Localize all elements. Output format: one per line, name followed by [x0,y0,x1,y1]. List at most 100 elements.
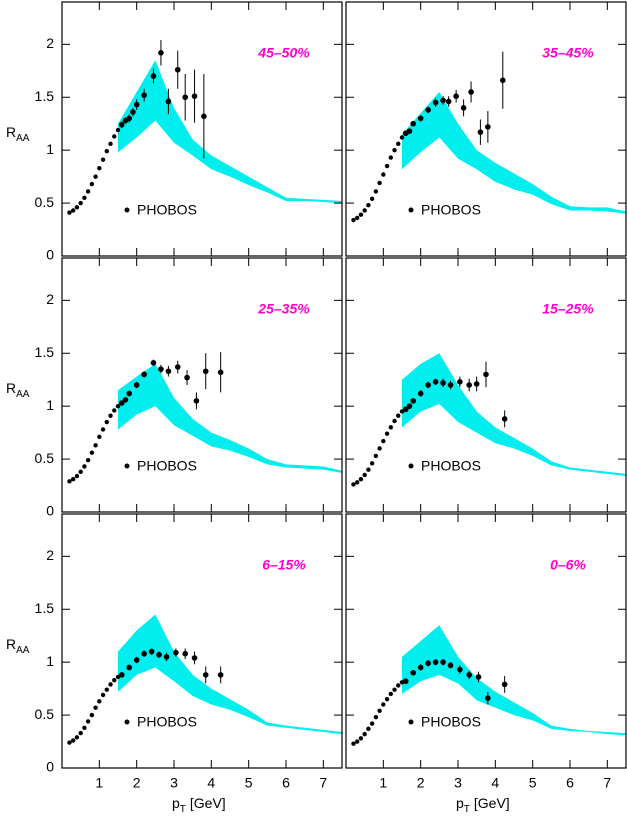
data-point [355,480,360,485]
data-point [362,731,367,737]
data-point [150,73,157,79]
data-point [133,657,140,663]
panel: PHOBOS 0 0.5 1 1.5 2 25–35% RAA [6,257,343,519]
data-point [89,712,95,718]
data-point [126,390,132,397]
data-point [182,650,188,657]
data-point [355,215,360,221]
panel: PHOBOS 35–45% [345,1,627,257]
data-point [74,473,80,479]
x-label-sub: T [464,804,470,815]
data-point [141,371,147,378]
x-label-sub: T [180,804,186,815]
legend-marker [124,719,130,725]
y-label-sub: AA [16,645,30,656]
legend-label: PHOBOS [421,458,481,474]
data-point [477,129,484,135]
data-point [447,662,454,669]
data-point [97,699,102,704]
data-point [174,66,181,73]
legend-label: PHOBOS [421,202,481,218]
data-point [501,681,508,688]
data-point [118,121,125,128]
centrality-label: 25–35% [257,301,310,317]
data-point [362,472,367,478]
data-point [362,208,367,213]
x-tick-label: 2 [417,775,425,791]
data-point [104,149,110,154]
data-point [141,650,147,657]
data-point [501,416,508,422]
data-point [366,726,371,732]
data-point [396,413,401,418]
data-point [377,446,382,451]
x-tick-label: 5 [245,775,253,791]
data-point [445,98,452,105]
x-tick-label: 1 [379,775,387,791]
data-point [381,172,386,177]
data-point [460,105,467,111]
data-point [473,381,480,387]
data-point [425,660,431,667]
data-point [71,476,76,482]
legend-label: PHOBOS [421,714,481,730]
y-label-sub: AA [16,389,30,400]
data-point [85,189,91,194]
data-point [392,147,397,153]
data-point [351,217,356,223]
y-tick-label: 0 [46,503,54,519]
data-point [355,739,360,744]
x-tick-label: 4 [207,775,215,791]
data-point [191,655,198,661]
y-tick-label: 0.5 [35,194,55,210]
data-point [133,101,140,108]
data-point [184,374,190,381]
data-point [126,115,132,122]
data-point [78,730,83,736]
data-point [89,450,95,455]
data-point [100,427,106,432]
y-tick-label: 1.5 [35,88,55,104]
data-point [373,189,379,194]
data-point [417,115,424,122]
x-label-main: p [456,795,464,811]
data-point [425,107,431,113]
data-point [100,692,106,698]
y-tick-label: 2 [46,547,54,563]
model-band [402,353,626,477]
y-label-main: R [6,636,16,652]
data-point [85,719,91,724]
model-band [402,625,626,736]
data-point [100,157,106,162]
data-point [82,464,87,469]
data-point [202,368,209,375]
data-point [406,128,413,134]
data-point [108,141,113,147]
y-tick-label: 0.5 [35,450,55,466]
data-point [67,210,72,215]
data-point [165,368,172,375]
data-point [217,672,224,678]
y-tick-label: 0 [46,759,54,775]
data-point [369,721,375,726]
x-tick-label: 4 [491,775,499,791]
data-point [74,205,80,210]
data-point [97,165,102,171]
x-label-unit: [GeV] [474,795,510,811]
x-tick-label: 7 [319,775,327,791]
data-point [366,467,371,472]
data-point [377,708,382,714]
y-axis-label: RAA [6,124,30,144]
data-point [392,687,397,692]
data-point [475,674,482,680]
data-point [466,382,473,388]
legend-label: PHOBOS [137,458,197,474]
legend-marker [124,207,130,213]
data-point [130,109,136,115]
data-point [108,413,113,418]
data-point [358,736,364,741]
panel: PHOBOS 15–25% [345,257,627,513]
data-point [399,135,405,140]
data-point [78,469,83,474]
panel-frame [345,1,627,257]
